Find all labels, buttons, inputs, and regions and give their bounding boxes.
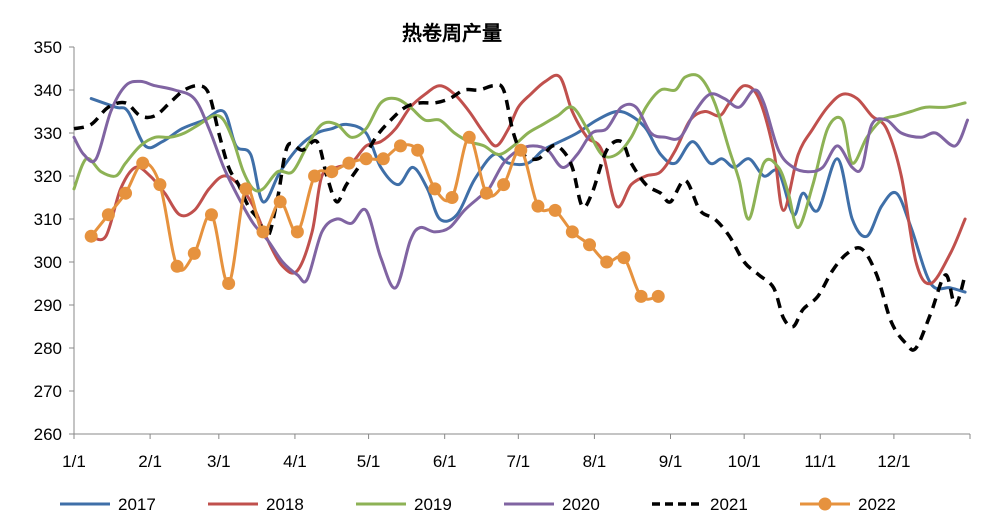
x-tick-label: 1/1: [62, 452, 86, 471]
data-point-2022: [273, 195, 287, 209]
data-point-2022: [600, 255, 614, 269]
x-tick-label: 3/1: [207, 452, 231, 471]
legend-label-2018: 2018: [266, 495, 304, 514]
y-tick-label: 300: [34, 253, 62, 272]
data-point-2022: [153, 178, 167, 192]
y-tick-label: 330: [34, 124, 62, 143]
plot-series: [72, 73, 969, 352]
data-point-2022: [514, 143, 528, 157]
data-point-2022: [222, 277, 236, 290]
x-tick-label: 5/1: [357, 452, 381, 471]
y-tick-label: 260: [34, 425, 62, 444]
data-point-2022: [462, 130, 476, 144]
x-tick-label: 6/1: [433, 452, 457, 471]
series-line-2018: [89, 73, 967, 286]
x-tick-label: 10/1: [728, 452, 761, 471]
data-point-2022: [531, 199, 545, 213]
x-tick-label: 12/1: [877, 452, 910, 471]
data-point-2022: [445, 191, 459, 204]
y-tick-label: 320: [34, 167, 62, 186]
legend-item-2022: 2022: [800, 495, 896, 514]
data-point-2022: [136, 156, 150, 170]
data-point-2022: [290, 225, 304, 239]
series-line-2019: [72, 73, 967, 230]
series-2019: [72, 73, 967, 230]
series-2018: [89, 73, 967, 286]
series-2022: [84, 130, 665, 303]
y-tick-label: 350: [34, 38, 62, 57]
data-point-2022: [393, 139, 407, 153]
data-point-2022: [170, 259, 184, 273]
data-point-2022: [308, 169, 322, 183]
y-tick-label: 270: [34, 382, 62, 401]
y-tick-label: 280: [34, 339, 62, 358]
data-point-2022: [428, 182, 442, 196]
legend-label-2022: 2022: [858, 495, 896, 514]
legend-item-2018: 2018: [208, 495, 304, 514]
y-axis: 260 270 280 290 300 310 320 330 340 350: [34, 38, 75, 444]
series-2017: [89, 97, 967, 294]
x-tick-label: 2/1: [138, 452, 162, 471]
series-2020: [72, 79, 969, 290]
data-point-2022: [187, 246, 201, 260]
y-tick-label: 340: [34, 81, 62, 100]
series-line-2020: [72, 79, 969, 290]
x-tick-label: 7/1: [506, 452, 530, 471]
data-point-2022: [651, 289, 665, 303]
data-point-2022: [548, 203, 562, 217]
data-point-2022: [376, 152, 390, 166]
legend-label-2017: 2017: [118, 495, 156, 514]
data-point-2022: [617, 251, 631, 265]
legend-item-2017: 2017: [60, 495, 156, 514]
y-tick-label: 310: [34, 210, 62, 229]
data-point-2022: [204, 208, 218, 222]
data-point-2022: [359, 152, 373, 166]
data-point-2022: [565, 225, 579, 239]
legend-item-2019: 2019: [356, 495, 452, 514]
data-point-2022: [411, 143, 425, 157]
legend: 2017 2018 2019 2020 2021 2022: [60, 495, 896, 514]
chart-title: 热卷周产量: [402, 21, 502, 45]
x-tick-label: 4/1: [283, 452, 307, 471]
legend-label-2019: 2019: [414, 495, 452, 514]
data-point-2022: [256, 225, 270, 239]
legend-label-2021: 2021: [710, 495, 748, 514]
data-point-2022: [325, 165, 339, 179]
legend-label-2020: 2020: [562, 495, 600, 514]
data-point-2022: [479, 186, 493, 200]
legend-item-2020: 2020: [504, 495, 600, 514]
x-tick-label: 9/1: [659, 452, 683, 471]
legend-marker-2022: [818, 497, 832, 511]
data-point-2022: [239, 182, 253, 196]
data-point-2022: [342, 156, 356, 170]
x-tick-label: 8/1: [583, 452, 607, 471]
series-line-2017: [89, 97, 967, 294]
data-point-2022: [84, 229, 98, 243]
data-point-2022: [634, 289, 648, 303]
x-axis: 1/1 2/1 3/1 4/1 5/1 6/1 7/1 8/1 9/1 10/1 11/1 12/1: [62, 433, 971, 471]
x-tick-label: 11/1: [804, 452, 836, 471]
data-point-2022: [583, 238, 597, 252]
data-point-2022: [119, 186, 133, 200]
data-point-2022: [101, 208, 115, 222]
legend-item-2021: 2021: [652, 495, 748, 514]
data-point-2022: [497, 178, 511, 192]
y-tick-label: 290: [34, 296, 62, 315]
